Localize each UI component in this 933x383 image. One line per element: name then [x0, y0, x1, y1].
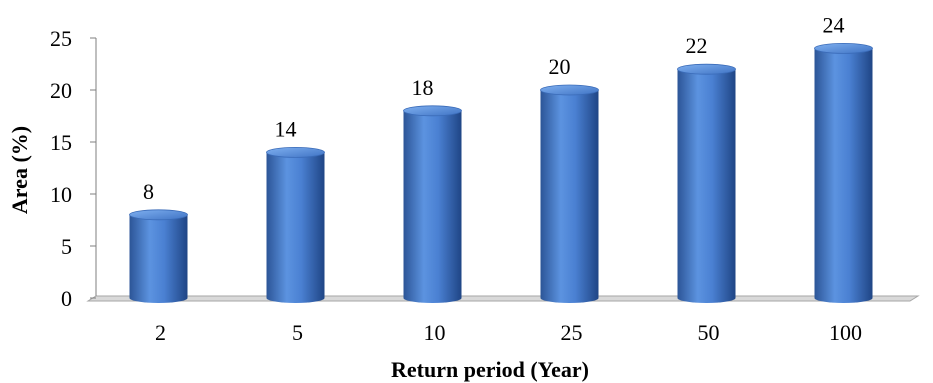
x-tick-label: 100 [829, 320, 862, 345]
x-tick-label: 10 [424, 320, 446, 345]
bar-top [403, 105, 462, 117]
x-axis-title: Return period (Year) [391, 357, 589, 382]
bar-top [814, 43, 873, 54]
data-label: 22 [686, 33, 708, 58]
bar-body [540, 90, 599, 303]
bar-top [540, 84, 599, 96]
bar [403, 105, 462, 303]
y-tick-label: 5 [61, 234, 72, 259]
x-tick-label: 25 [561, 320, 583, 345]
x-tick-label: 50 [698, 320, 720, 345]
bar [814, 43, 873, 304]
data-label: 18 [412, 75, 434, 100]
bar-top [266, 146, 325, 158]
y-tick-label: 20 [50, 78, 72, 103]
bar-body [814, 48, 873, 304]
data-label: 20 [549, 54, 571, 79]
x-tick-label: 5 [292, 320, 303, 345]
x-tick-label: 2 [155, 320, 166, 345]
bar-top [677, 63, 736, 75]
y-axis-title: Area (%) [7, 126, 32, 214]
bar-body [129, 214, 188, 303]
y-tick-label: 25 [50, 26, 72, 51]
bar [677, 63, 736, 303]
y-tick-label: 15 [50, 130, 72, 155]
y-tick-label: 10 [50, 182, 72, 207]
bar-body [266, 152, 325, 303]
data-label: 14 [275, 116, 297, 141]
bar-body [403, 110, 462, 303]
chart-floor [86, 295, 920, 302]
bar [540, 84, 599, 303]
data-label: 24 [823, 12, 845, 37]
data-label: 8 [143, 179, 154, 204]
bar-body [677, 69, 736, 303]
y-tick-label: 0 [61, 286, 72, 311]
bar [129, 209, 188, 303]
bar [266, 146, 325, 303]
bar-top [129, 209, 188, 221]
